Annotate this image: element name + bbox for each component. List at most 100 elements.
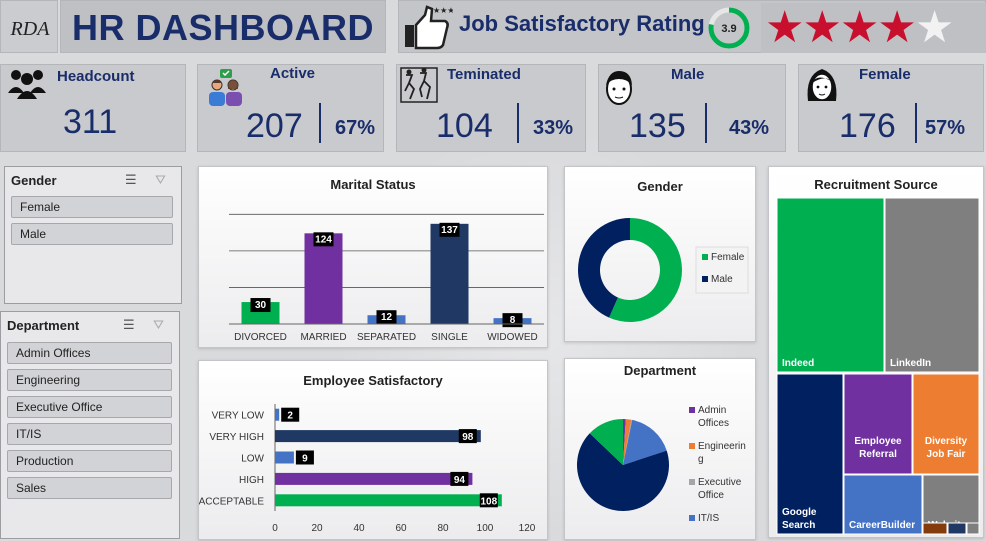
chart-title: Marital Status [330,177,416,192]
category-label: SEPARATED [357,332,416,343]
gender-donut-plot: Female Male [578,218,749,322]
pie-slice[interactable] [623,419,667,465]
thumbs-up-icon: ★★★ [405,5,453,50]
data-label: 124 [315,234,332,245]
slicer-item-admin-offices[interactable]: Admin Offices [7,342,172,364]
kpi-label: Headcount [57,68,135,85]
kpi-divider [705,103,707,143]
pie-slice[interactable] [623,419,632,465]
star-filled-icon: ★ [765,2,805,53]
gender-slicer: Gender ☰ ⛛ Female Male [4,166,182,304]
page-title: HR DASHBOARD [72,7,374,48]
legend-label: IT/IS [698,513,719,524]
category-label: WIDOWED [487,332,538,343]
treemap-label: Job Fair [927,449,966,460]
category-label: MARRIED [300,332,346,343]
bar[interactable] [275,430,481,443]
donut-slice[interactable] [609,218,682,322]
treemap-tile-small[interactable] [966,522,980,535]
recruitment-source-chart: Recruitment Source Indeed LinkedIn Google S… [768,166,984,538]
chart-title: Employee Satisfactory [303,373,443,388]
kpi-percent: 57% [925,117,966,139]
star-filled-icon: ★ [802,2,842,53]
kpi-divider [319,103,321,143]
data-label: 12 [381,312,393,323]
data-label: 30 [255,300,267,311]
pie-slice[interactable] [623,419,626,465]
slicer-item-engineering[interactable]: Engineering [7,369,172,391]
chart-title: Gender [637,179,683,194]
clear-filter-icon[interactable]: ⛛ [155,173,166,188]
department-slicer: Department ☰ ⛛ Admin Offices Engineering… [0,311,180,539]
treemap-tile-small[interactable] [922,522,948,535]
bar[interactable] [275,494,502,507]
pie-slice[interactable] [577,433,669,511]
data-label-box [313,232,334,247]
slicer-item-male[interactable]: Male [11,223,173,245]
slicer-title: Department [7,318,80,333]
treemap-tile[interactable] [912,373,980,475]
slicer-item-female[interactable]: Female [11,196,173,218]
legend-label: Engineerin [698,441,746,452]
bar[interactable] [304,233,343,324]
bar[interactable] [275,472,473,485]
kpi-active: Active 207 67% [197,64,384,152]
tick-label: 60 [395,523,407,534]
active-employees-icon [209,69,242,106]
svg-text:★★★: ★★★ [433,6,453,15]
slicer-item-executive-office[interactable]: Executive Office [7,396,172,418]
kpi-headcount: Headcount 311 [0,64,186,152]
treemap-label: Search [782,520,815,531]
slicer-item-production[interactable]: Production [7,450,172,472]
category-label: ACCEPTABLE [199,496,264,507]
treemap-tile[interactable] [776,373,844,535]
legend-swatch [702,276,708,282]
treemap-tile[interactable] [843,474,923,535]
department-chart: Department Admin Offices Engineerin g Execut… [564,358,756,540]
star-filled-icon: ★ [877,2,917,53]
gender-chart: Gender Female Male [564,166,756,342]
employee-satisfaction-chart: Employee Satisfactory 2 VERY LOW 98 VERY HI… [198,360,548,540]
employee-satisfaction-plot: 2 VERY LOW 98 VERY HIGH 9 LOW 94 HIGH 108 ACCEPTA… [199,404,536,534]
clear-filter-icon[interactable]: ⛛ [153,318,164,333]
tick-label: 40 [353,523,365,534]
legend-swatch [689,407,695,413]
slicer-item-it-is[interactable]: IT/IS [7,423,172,445]
multi-select-icon[interactable]: ☰ [123,318,135,333]
pie-slice[interactable] [589,419,623,465]
treemap-label: LinkedIn [890,358,931,369]
logo-text: RDA [10,18,51,40]
donut-slice[interactable] [578,218,630,318]
pie-slice[interactable] [623,419,633,465]
data-label-box [376,310,397,325]
star-filled-icon: ★ [839,2,880,53]
kpi-label: Female [859,66,911,83]
legend-label: Office [698,490,724,501]
legend-swatch [689,443,695,449]
department-pie-plot: Admin Offices Engineerin g Executive Office IT… [577,405,746,524]
kpi-value: 311 [63,103,118,141]
slicer-title: Gender [11,173,57,188]
category-label: VERY LOW [212,411,265,422]
bar[interactable] [275,408,280,421]
data-label: 9 [302,454,308,465]
treemap-tile[interactable] [843,373,913,475]
treemap-tile[interactable] [776,197,885,373]
legend-label: Female [711,252,745,263]
category-label: SINGLE [431,332,468,343]
treemap-tile[interactable] [884,197,980,373]
treemap-tile-small[interactable] [947,522,967,535]
slicer-item-sales[interactable]: Sales [7,477,172,499]
multi-select-icon[interactable]: ☰ [125,173,137,188]
tick-label: 100 [477,523,494,534]
male-face-icon [606,71,632,105]
bar[interactable] [430,223,469,324]
kpi-terminated: Teminated 104 33% [396,64,586,152]
legend-swatch [689,479,695,485]
bar[interactable] [275,451,294,464]
kpi-value: 104 [436,107,493,145]
kpi-divider [915,103,917,143]
data-label: 94 [454,475,466,486]
people-group-icon [8,70,46,99]
legend-label: Offices [698,418,729,429]
